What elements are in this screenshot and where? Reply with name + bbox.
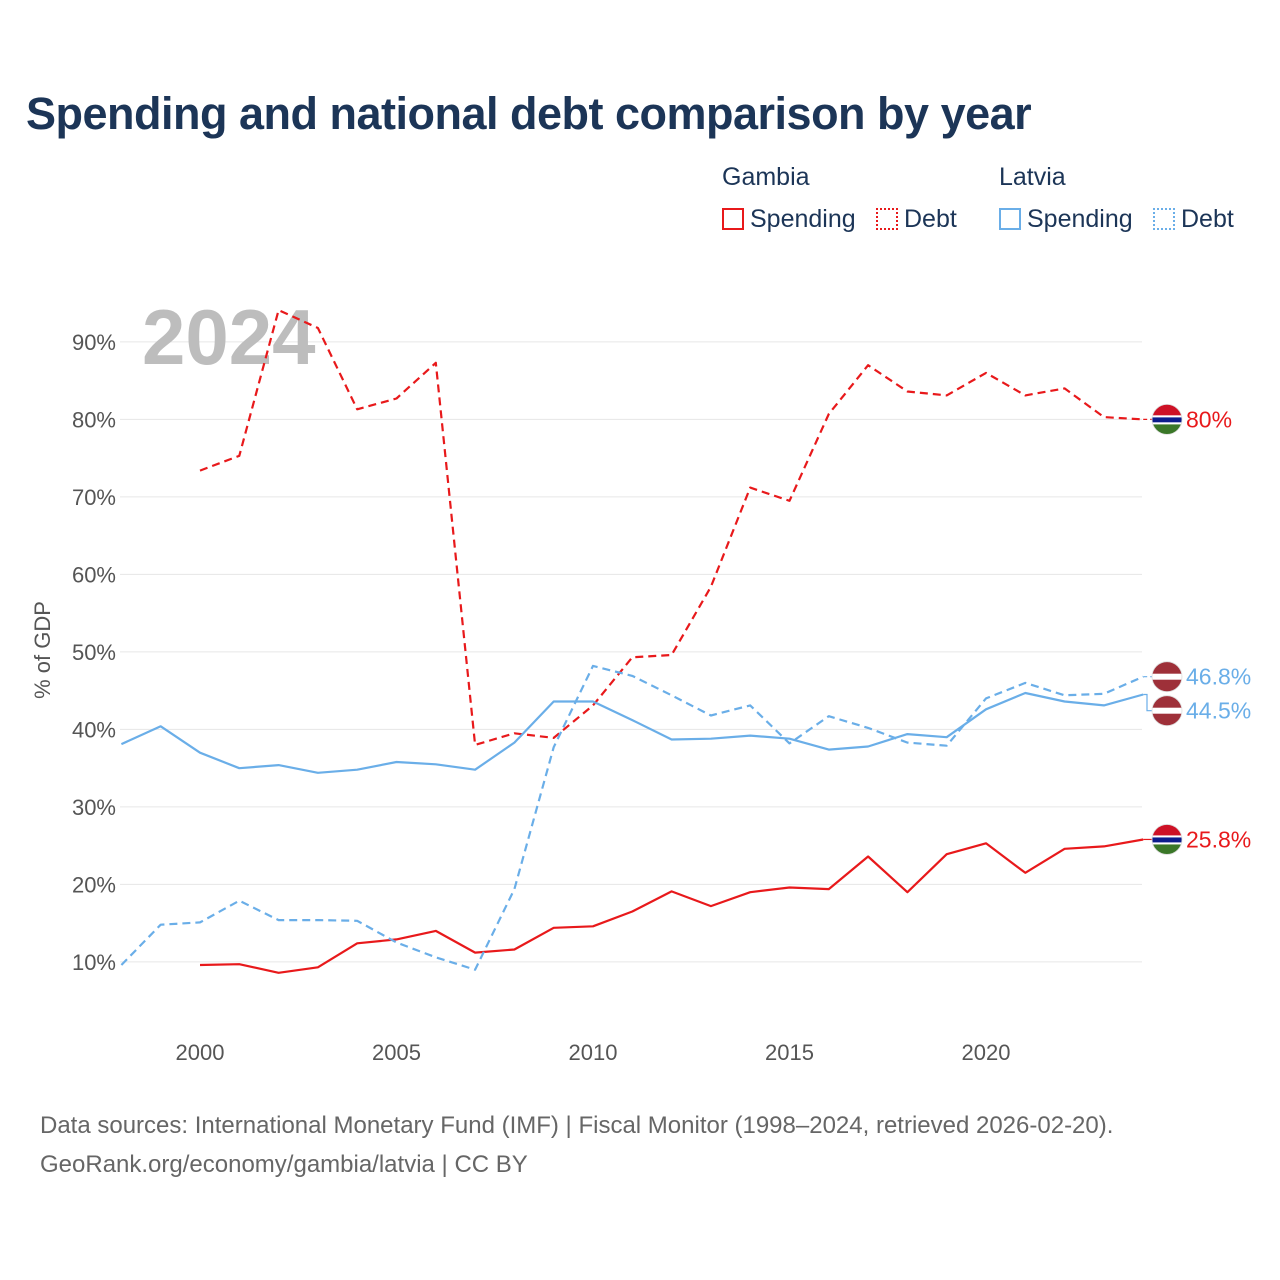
- series-line-gambia-spending: [199, 838, 1144, 974]
- end-label-gambia-spending: 25.8%: [1143, 824, 1251, 855]
- y-tick-label: 60%: [72, 562, 116, 587]
- end-label-gambia-debt: 80%: [1143, 403, 1232, 435]
- series-line-latvia-spending: [120, 691, 1144, 774]
- current-year-watermark: 2024: [142, 293, 316, 381]
- series-line-latvia-debt: [120, 664, 1144, 971]
- y-axis-title: % of GDP: [30, 601, 55, 699]
- x-tick-label: 2015: [765, 1040, 814, 1065]
- legend-gambia-debt[interactable]: Debt: [876, 204, 957, 234]
- y-tick-label: 80%: [72, 407, 116, 432]
- end-value-label: 46.8%: [1186, 664, 1251, 690]
- x-tick-label: 2005: [372, 1040, 421, 1065]
- grid-lines: [120, 341, 1142, 963]
- legend-swatch-dotted-icon: [876, 208, 898, 230]
- end-label-latvia-debt: 46.8%: [1143, 661, 1251, 693]
- legend-group-latvia: Latvia: [999, 163, 1066, 191]
- legend-latvia-spending[interactable]: Spending: [999, 204, 1133, 234]
- end-value-label: 80%: [1186, 406, 1232, 432]
- latvia-flag-icon: [1152, 661, 1182, 692]
- legend-label: Spending: [750, 204, 856, 233]
- legend-label: Spending: [1027, 204, 1133, 233]
- data-sources-footer: Data sources: International Monetary Fun…: [40, 1106, 1113, 1184]
- y-tick-label: 20%: [72, 872, 116, 897]
- y-tick-label: 30%: [72, 795, 116, 820]
- gambia-flag-icon: [1152, 404, 1182, 435]
- chart-title: Spending and national debt comparison by…: [26, 88, 1032, 139]
- latvia-flag-icon: [1152, 695, 1182, 726]
- legend-group-gambia: Gambia: [722, 163, 810, 191]
- legend-swatch-solid-icon: [999, 208, 1021, 230]
- y-tick-label: 50%: [72, 640, 116, 665]
- y-tick-label: 90%: [72, 330, 116, 355]
- y-tick-label: 10%: [72, 950, 116, 975]
- end-value-label: 25.8%: [1186, 826, 1251, 852]
- y-tick-label: 70%: [72, 485, 116, 510]
- x-tick-label: 2010: [569, 1040, 618, 1065]
- legend-swatch-solid-icon: [722, 208, 744, 230]
- series-lines: [120, 309, 1144, 974]
- series-line-gambia-debt: [199, 309, 1144, 747]
- end-labels: 80% 46.8% 44.5% 25.8%: [1143, 403, 1251, 855]
- legend-gambia-spending[interactable]: Spending: [722, 204, 856, 234]
- label-connector: [1143, 693, 1153, 712]
- gambia-flag-icon: [1152, 824, 1182, 855]
- x-axis-ticks: 2000 2005 2010 2015 2020: [176, 1040, 1011, 1065]
- end-label-latvia-spending: 44.5%: [1143, 693, 1251, 727]
- legend-latvia-debt[interactable]: Debt: [1153, 204, 1234, 234]
- y-axis-ticks: 10% 20% 30% 40% 50% 60% 70% 80% 90%: [72, 330, 116, 975]
- x-tick-label: 2000: [176, 1040, 225, 1065]
- attribution-line: GeoRank.org/economy/gambia/latvia | CC B…: [40, 1151, 528, 1178]
- sources-line: Data sources: International Monetary Fun…: [40, 1112, 1114, 1139]
- y-tick-label: 40%: [72, 717, 116, 742]
- end-value-label: 44.5%: [1186, 698, 1251, 724]
- x-tick-label: 2020: [962, 1040, 1011, 1065]
- legend-swatch-dotted-icon: [1153, 208, 1175, 230]
- legend-label: Debt: [904, 204, 957, 233]
- legend-label: Debt: [1181, 204, 1234, 233]
- chart-plot: 10% 20% 30% 40% 50% 60% 70% 80% 90% 2000 2005 2010…: [30, 293, 1251, 1065]
